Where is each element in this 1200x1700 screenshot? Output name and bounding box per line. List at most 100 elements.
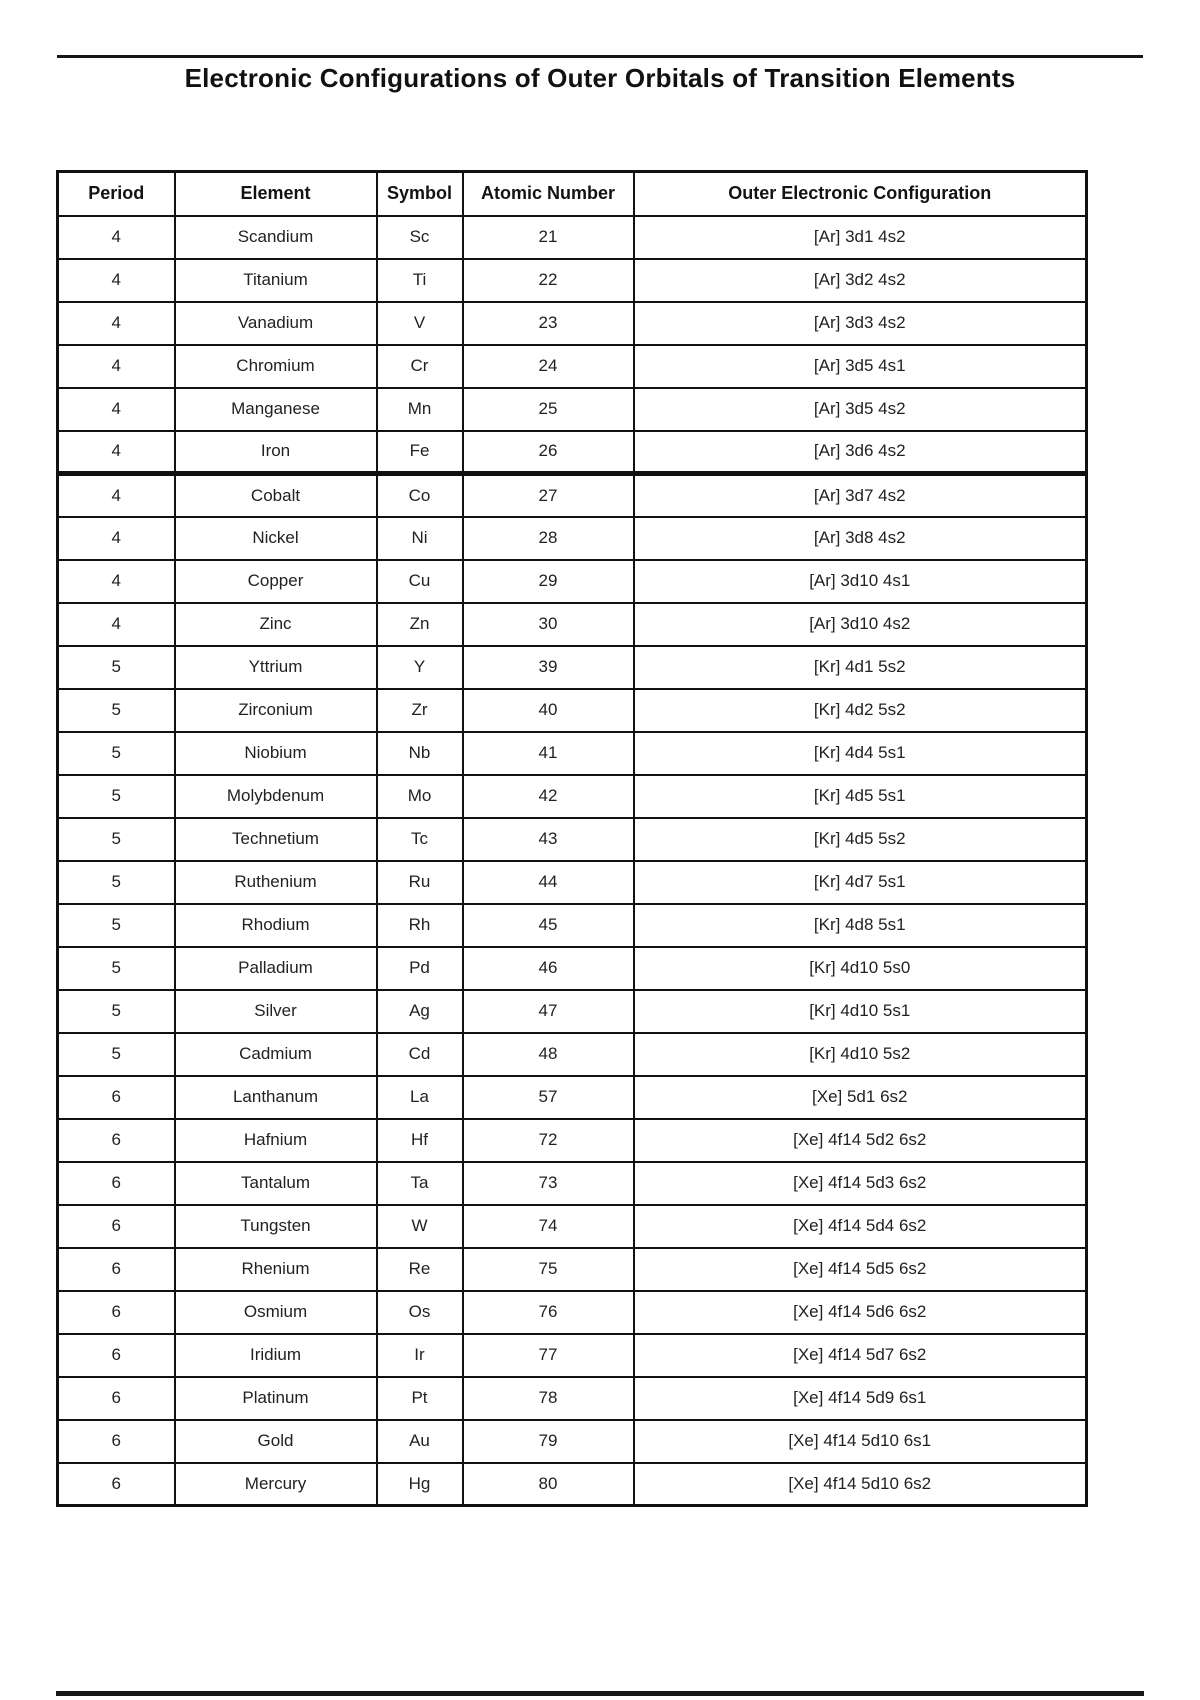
table-header-row: Period Element Symbol Atomic Number Oute…	[56, 170, 1088, 217]
table-cell: [Ar] 3d1 4s2	[632, 214, 1088, 260]
table-cell: 80	[461, 1461, 635, 1507]
table-cell: [Kr] 4d1 5s2	[632, 644, 1088, 690]
table-cell: Silver	[173, 988, 378, 1034]
table-cell: Rhenium	[173, 1246, 378, 1292]
table-cell: 45	[461, 902, 635, 948]
table-cell: 29	[461, 558, 635, 604]
table-cell: 6	[56, 1117, 176, 1163]
table-cell: 27	[461, 472, 635, 518]
table-cell: 5	[56, 988, 176, 1034]
table-cell: Yttrium	[173, 644, 378, 690]
table-row: 6 Mercury Hg 80 [Xe] 4f14 5d10 6s2	[56, 1461, 1088, 1507]
table-cell: Sc	[375, 214, 464, 260]
table-header: Period Element Symbol Atomic Number Oute…	[56, 170, 1088, 217]
table-cell: [Ar] 3d8 4s2	[632, 515, 1088, 561]
table-cell: [Kr] 4d5 5s2	[632, 816, 1088, 862]
column-header-atomic-number: Atomic Number	[461, 170, 635, 217]
table-cell: 6	[56, 1461, 176, 1507]
table-cell: 5	[56, 1031, 176, 1077]
table-cell: Ta	[375, 1160, 464, 1206]
column-header-element: Element	[173, 170, 378, 217]
table-row: 5 Cadmium Cd 48 [Kr] 4d10 5s2	[56, 1031, 1088, 1077]
table-cell: Nb	[375, 730, 464, 776]
table-row: 6 Rhenium Re 75 [Xe] 4f14 5d5 6s2	[56, 1246, 1088, 1292]
table-cell: 43	[461, 816, 635, 862]
table-cell: [Ar] 3d2 4s2	[632, 257, 1088, 303]
table-row: 4 Iron Fe 26 [Ar] 3d6 4s2	[56, 429, 1088, 476]
table-cell: [Kr] 4d8 5s1	[632, 902, 1088, 948]
table-cell: Ag	[375, 988, 464, 1034]
table-cell: Scandium	[173, 214, 378, 260]
table-cell: 6	[56, 1246, 176, 1292]
table-cell: Ni	[375, 515, 464, 561]
table-cell: 21	[461, 214, 635, 260]
table-cell: Tantalum	[173, 1160, 378, 1206]
table-cell: Ir	[375, 1332, 464, 1378]
table-cell: [Kr] 4d7 5s1	[632, 859, 1088, 905]
table-row: 5 Technetium Tc 43 [Kr] 4d5 5s2	[56, 816, 1088, 862]
table-cell: 5	[56, 644, 176, 690]
table-cell: Tungsten	[173, 1203, 378, 1249]
table-row: 4 Copper Cu 29 [Ar] 3d10 4s1	[56, 558, 1088, 604]
table-cell: 76	[461, 1289, 635, 1335]
table-cell: 30	[461, 601, 635, 647]
table-cell: La	[375, 1074, 464, 1120]
table-cell: [Xe] 4f14 5d2 6s2	[632, 1117, 1088, 1163]
table-cell: [Kr] 4d4 5s1	[632, 730, 1088, 776]
table-cell: Y	[375, 644, 464, 690]
table-cell: [Ar] 3d5 4s1	[632, 343, 1088, 389]
table-cell: Titanium	[173, 257, 378, 303]
table-cell: [Kr] 4d10 5s2	[632, 1031, 1088, 1077]
table-row: 5 Niobium Nb 41 [Kr] 4d4 5s1	[56, 730, 1088, 776]
table-cell: Iridium	[173, 1332, 378, 1378]
table-cell: Co	[375, 472, 464, 518]
table-cell: Iron	[173, 429, 378, 476]
table-cell: 25	[461, 386, 635, 432]
table-cell: Au	[375, 1418, 464, 1464]
footer-rule	[56, 1691, 1144, 1696]
table-cell: Ru	[375, 859, 464, 905]
table-cell: Niobium	[173, 730, 378, 776]
table-row: 6 Osmium Os 76 [Xe] 4f14 5d6 6s2	[56, 1289, 1088, 1335]
table-cell: 4	[56, 386, 176, 432]
table-cell: 48	[461, 1031, 635, 1077]
table-cell: 26	[461, 429, 635, 476]
table-row: 5 Zirconium Zr 40 [Kr] 4d2 5s2	[56, 687, 1088, 733]
table-cell: [Ar] 3d10 4s1	[632, 558, 1088, 604]
table-row: 4 Chromium Cr 24 [Ar] 3d5 4s1	[56, 343, 1088, 389]
table-cell: 47	[461, 988, 635, 1034]
table-row: 5 Ruthenium Ru 44 [Kr] 4d7 5s1	[56, 859, 1088, 905]
table-cell: 24	[461, 343, 635, 389]
table-row: 6 Platinum Pt 78 [Xe] 4f14 5d9 6s1	[56, 1375, 1088, 1421]
table-cell: W	[375, 1203, 464, 1249]
table-cell: 4	[56, 214, 176, 260]
table-cell: 5	[56, 816, 176, 862]
table-cell: Tc	[375, 816, 464, 862]
table-cell: Rh	[375, 902, 464, 948]
table-cell: Pt	[375, 1375, 464, 1421]
table-cell: [Ar] 3d6 4s2	[632, 429, 1088, 476]
table-row: 6 Tungsten W 74 [Xe] 4f14 5d4 6s2	[56, 1203, 1088, 1249]
table-cell: Pd	[375, 945, 464, 991]
table-cell: 73	[461, 1160, 635, 1206]
table-row: 4 Zinc Zn 30 [Ar] 3d10 4s2	[56, 601, 1088, 647]
table-cell: Molybdenum	[173, 773, 378, 819]
table-cell: Copper	[173, 558, 378, 604]
table-cell: [Ar] 3d3 4s2	[632, 300, 1088, 346]
table-cell: 4	[56, 257, 176, 303]
table-cell: 4	[56, 300, 176, 346]
table-cell: Hafnium	[173, 1117, 378, 1163]
table-cell: Fe	[375, 429, 464, 476]
table-row: 6 Lanthanum La 57 [Xe] 5d1 6s2	[56, 1074, 1088, 1120]
table-cell: [Kr] 4d2 5s2	[632, 687, 1088, 733]
table-cell: Cobalt	[173, 472, 378, 518]
table-cell: 4	[56, 515, 176, 561]
page-title: Electronic Configurations of Outer Orbit…	[184, 63, 1016, 93]
table-row: 4 Scandium Sc 21 [Ar] 3d1 4s2	[56, 214, 1088, 260]
table-cell: Cadmium	[173, 1031, 378, 1077]
table-cell: Mercury	[173, 1461, 378, 1507]
table-cell: 72	[461, 1117, 635, 1163]
table-cell: 78	[461, 1375, 635, 1421]
table-cell: [Xe] 4f14 5d6 6s2	[632, 1289, 1088, 1335]
